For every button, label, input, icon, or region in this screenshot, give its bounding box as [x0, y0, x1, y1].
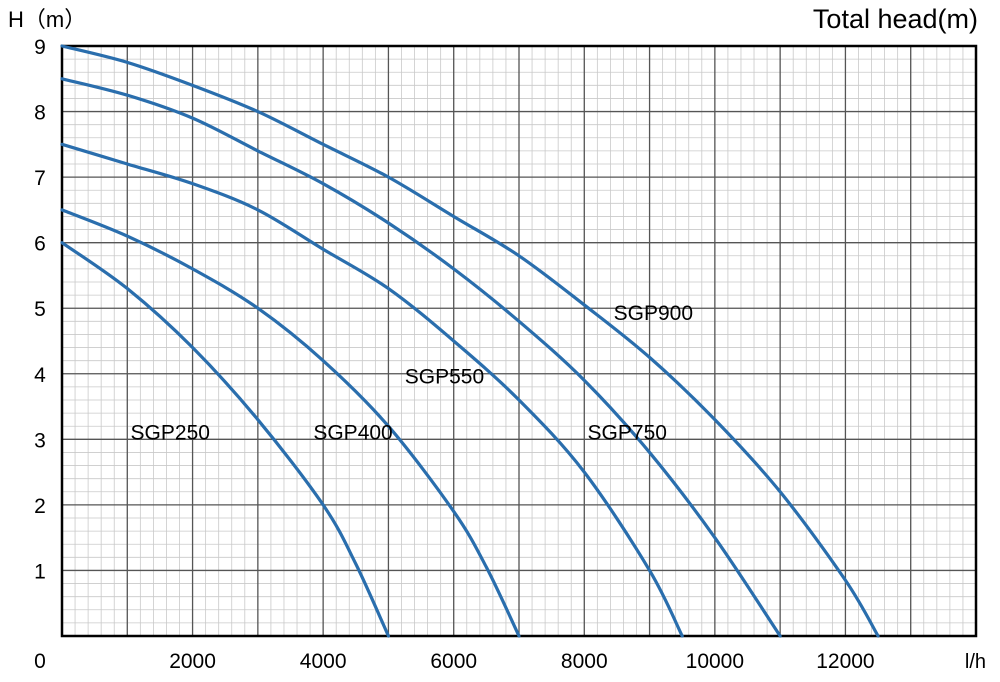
x-tick-label: 2000 [169, 650, 216, 673]
pump-curves [60, 44, 880, 638]
x-tick-labels: 0 2000 4000 6000 8000 10000 12000 [34, 650, 874, 673]
chart-title: Total head(m) [813, 4, 978, 34]
y-tick-label: 7 [34, 167, 46, 190]
series-label-sgp550: SGP550 [405, 366, 484, 389]
y-tick-label: 6 [34, 233, 46, 256]
y-tick-label: 1 [34, 560, 46, 583]
y-tick-label: 4 [34, 364, 46, 387]
curve-sgp900 [60, 44, 880, 638]
x-tick-label: 12000 [816, 650, 874, 673]
curve-sgp400 [60, 208, 521, 638]
series-label-sgp750: SGP750 [588, 421, 667, 444]
series-label-sgp900: SGP900 [614, 302, 693, 325]
x-tick-label: 6000 [430, 650, 477, 673]
curve-sgp750 [60, 77, 782, 638]
series-labels: SGP250 SGP400 SGP550 SGP750 SGP900 [131, 302, 694, 444]
y-tick-label: 3 [34, 429, 46, 452]
x-tick-label: 8000 [561, 650, 608, 673]
y-tick-labels: 1 2 3 4 5 6 7 8 9 [34, 36, 46, 583]
y-tick-label: 2 [34, 495, 46, 518]
curve-sgp250 [60, 241, 391, 638]
series-label-sgp400: SGP400 [313, 421, 392, 444]
major-grid [61, 45, 977, 637]
x-axis-title: l/h [965, 651, 986, 673]
x-tick-label: 4000 [300, 650, 347, 673]
y-tick-label: 5 [34, 298, 46, 321]
curve-sgp550 [60, 142, 684, 638]
x-tick-label: 10000 [686, 650, 744, 673]
x-tick-label: 0 [34, 650, 46, 673]
y-tick-label: 9 [34, 36, 46, 59]
y-tick-label: 8 [34, 102, 46, 125]
series-label-sgp250: SGP250 [131, 421, 210, 444]
y-axis-title: H（m） [8, 7, 86, 32]
